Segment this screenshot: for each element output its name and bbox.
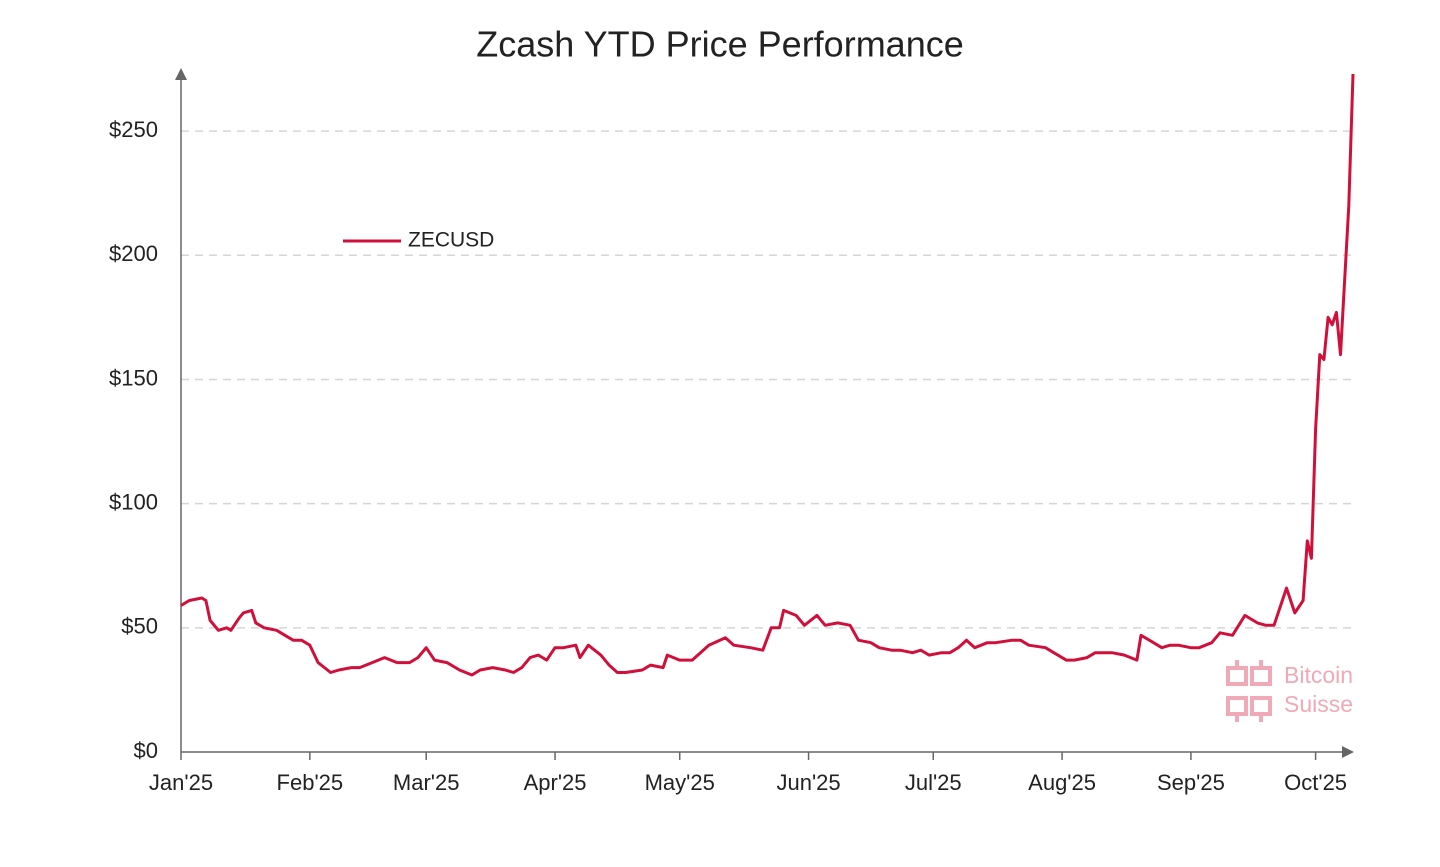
y-axis-arrow bbox=[175, 68, 187, 80]
y-tick-label: $200 bbox=[109, 241, 158, 266]
watermark-logo bbox=[1226, 660, 1272, 722]
x-tick-label: Jul'25 bbox=[905, 770, 962, 795]
chart-title: Zcash YTD Price Performance bbox=[476, 24, 964, 65]
y-tick-label: $250 bbox=[109, 117, 158, 142]
price-line bbox=[180, 73, 1355, 677]
x-axis-arrow bbox=[1342, 746, 1354, 758]
x-tick-label: May'25 bbox=[645, 770, 715, 795]
x-tick-label: Feb'25 bbox=[277, 770, 344, 795]
y-tick-label: $150 bbox=[109, 365, 158, 390]
x-tick-label: Mar'25 bbox=[393, 770, 460, 795]
x-tick-label: Sep'25 bbox=[1157, 770, 1225, 795]
logo-glyph bbox=[1226, 660, 1272, 686]
x-tick-label: Jan'25 bbox=[149, 770, 213, 795]
x-tick-label: Apr'25 bbox=[524, 770, 587, 795]
x-tick-label: Jun'25 bbox=[776, 770, 840, 795]
watermark-text: Bitcoin bbox=[1284, 662, 1353, 688]
logo-glyph bbox=[1226, 696, 1272, 722]
y-tick-label: $0 bbox=[134, 738, 158, 763]
x-tick-label: Oct'25 bbox=[1284, 770, 1347, 795]
legend-label: ZECUSD bbox=[408, 229, 494, 252]
y-tick-label: $100 bbox=[109, 489, 158, 514]
watermark-text: Suisse bbox=[1284, 691, 1353, 717]
x-tick-label: Aug'25 bbox=[1028, 770, 1096, 795]
y-tick-label: $50 bbox=[121, 614, 158, 639]
